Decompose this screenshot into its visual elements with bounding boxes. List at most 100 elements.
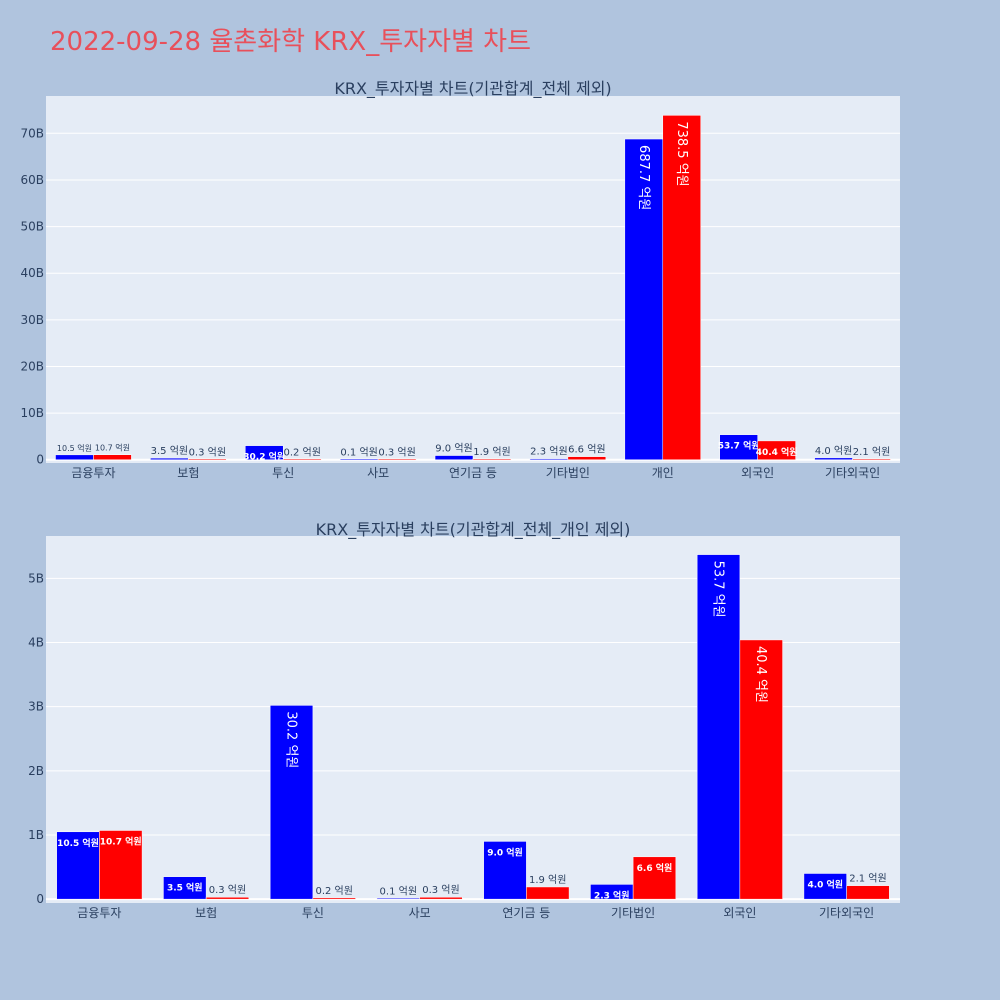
x-tick-label: 연기금 등 bbox=[449, 466, 497, 480]
bar bbox=[205, 896, 250, 900]
x-tick-label: 보험 bbox=[195, 906, 217, 920]
data-label: 1.9 억원 bbox=[529, 874, 566, 886]
data-label: 0.1 억원 bbox=[380, 886, 417, 898]
bar bbox=[245, 445, 284, 460]
x-tick-label: 개인 bbox=[652, 466, 674, 480]
bar bbox=[339, 458, 379, 460]
x-tick-label: 투신 bbox=[302, 906, 324, 920]
data-label: 9.0 억원 bbox=[435, 443, 472, 455]
page-title: 2022-09-28 율촌화학 KRX_투자자별 차트 bbox=[50, 27, 531, 57]
bar bbox=[188, 458, 227, 460]
bar bbox=[662, 115, 701, 460]
data-label: 10.5 억원 bbox=[57, 837, 99, 849]
x-tick-label: 기타외국인 bbox=[825, 466, 880, 480]
bar bbox=[852, 458, 891, 460]
data-label: 1.9 억원 bbox=[473, 446, 510, 458]
x-tick-label: 사모 bbox=[409, 906, 431, 920]
data-label: 2.1 억원 bbox=[853, 446, 890, 458]
x-tick-label: 기타외국인 bbox=[819, 906, 874, 920]
bar bbox=[526, 886, 570, 900]
data-label: 687.7 억원 bbox=[636, 145, 651, 210]
data-label: 4.0 억원 bbox=[815, 445, 852, 457]
bar bbox=[163, 876, 207, 900]
y-tick-label: 20B bbox=[20, 359, 44, 373]
data-label: 0.3 억원 bbox=[209, 884, 246, 896]
bar bbox=[55, 454, 94, 460]
data-label: 738.5 억원 bbox=[674, 121, 689, 186]
data-label: 9.0 억원 bbox=[487, 846, 523, 858]
data-label: 0.1 억원 bbox=[340, 447, 377, 459]
data-label: 4.0 억원 bbox=[807, 878, 843, 890]
chart-title: KRX_투자자별 차트(기관합계_전체_개인 제외) bbox=[316, 520, 631, 540]
bar bbox=[99, 830, 143, 900]
data-label: 10.5 억원 bbox=[57, 443, 92, 453]
data-label: 40.4 억원 bbox=[753, 646, 768, 703]
bar bbox=[846, 885, 890, 900]
data-label: 3.5 억원 bbox=[151, 445, 188, 457]
bar bbox=[93, 454, 132, 460]
x-tick-label: 기타법인 bbox=[546, 466, 590, 480]
x-tick-label: 금융투자 bbox=[71, 466, 115, 480]
y-tick-label: 0 bbox=[36, 453, 44, 467]
data-label: 30.2 억원 bbox=[243, 451, 285, 463]
data-label: 0.2 억원 bbox=[315, 885, 352, 897]
bar bbox=[269, 705, 314, 900]
data-label: 2.3 억원 bbox=[530, 446, 567, 458]
data-label: 6.6 억원 bbox=[637, 862, 673, 874]
data-label: 10.7 억원 bbox=[100, 835, 142, 847]
x-tick-label: 외국인 bbox=[741, 466, 774, 480]
bar bbox=[803, 873, 847, 900]
y-tick-label: 0 bbox=[36, 892, 44, 906]
chart-top: 0 10B 20B 30B 40B 50B 60B 70B KRX_투자자별 차트(기관합계_전… bbox=[20, 79, 900, 480]
chart-bottom: 0 1B 2B 3B 4B 5B KRX_투자자별 차트(기관합계_전체_개인 제외) 금융투… bbox=[28, 520, 900, 920]
bar bbox=[739, 639, 783, 900]
x-tick-label: 기타법인 bbox=[611, 906, 655, 920]
data-label: 2.1 억원 bbox=[849, 873, 886, 885]
bar bbox=[434, 455, 474, 460]
bar bbox=[757, 440, 796, 460]
bar bbox=[624, 138, 664, 460]
y-tick-label: 50B bbox=[20, 220, 44, 234]
data-label: 6.6 억원 bbox=[568, 444, 605, 456]
x-tick-label: 보험 bbox=[177, 466, 199, 480]
x-tick-label: 투신 bbox=[272, 466, 294, 480]
bar bbox=[472, 458, 512, 460]
y-tick-label: 4B bbox=[28, 636, 44, 650]
bar bbox=[150, 457, 189, 460]
bar bbox=[376, 897, 420, 900]
bar bbox=[814, 457, 853, 460]
y-tick-label: 2B bbox=[28, 764, 44, 778]
data-label: 0.2 억원 bbox=[283, 447, 320, 459]
y-tick-label: 60B bbox=[20, 173, 44, 187]
y-tick-label: 5B bbox=[28, 571, 44, 585]
data-label: 0.3 억원 bbox=[422, 884, 459, 896]
x-tick-label: 외국인 bbox=[723, 906, 756, 920]
bar bbox=[419, 896, 463, 900]
y-tick-label: 1B bbox=[28, 828, 44, 842]
x-tick-label: 금융투자 bbox=[77, 906, 121, 920]
bar bbox=[56, 831, 100, 900]
y-tick-label: 3B bbox=[28, 700, 44, 714]
bar bbox=[567, 456, 607, 460]
data-label: 0.3 억원 bbox=[189, 447, 226, 459]
bar bbox=[312, 897, 356, 900]
y-tick-label: 70B bbox=[20, 126, 44, 140]
x-tick-label: 사모 bbox=[367, 466, 389, 480]
data-label: 3.5 억원 bbox=[167, 882, 203, 894]
plot-area bbox=[46, 96, 900, 463]
data-label: 10.7 억원 bbox=[95, 443, 130, 453]
y-tick-label: 30B bbox=[20, 313, 44, 327]
bar bbox=[696, 554, 741, 900]
bar bbox=[282, 458, 322, 460]
y-tick-label: 10B bbox=[20, 406, 44, 420]
data-label: 53.7 억원 bbox=[718, 440, 760, 452]
y-tick-label: 40B bbox=[20, 266, 44, 280]
data-label: 40.4 억원 bbox=[756, 446, 798, 458]
chart-title: KRX_투자자별 차트(기관합계_전체 제외) bbox=[334, 79, 611, 99]
bar bbox=[483, 841, 527, 900]
data-label: 53.7 억원 bbox=[711, 561, 726, 618]
data-label: 30.2 억원 bbox=[284, 711, 299, 768]
bar bbox=[377, 458, 417, 460]
data-label: 2.3 억원 bbox=[594, 889, 630, 901]
